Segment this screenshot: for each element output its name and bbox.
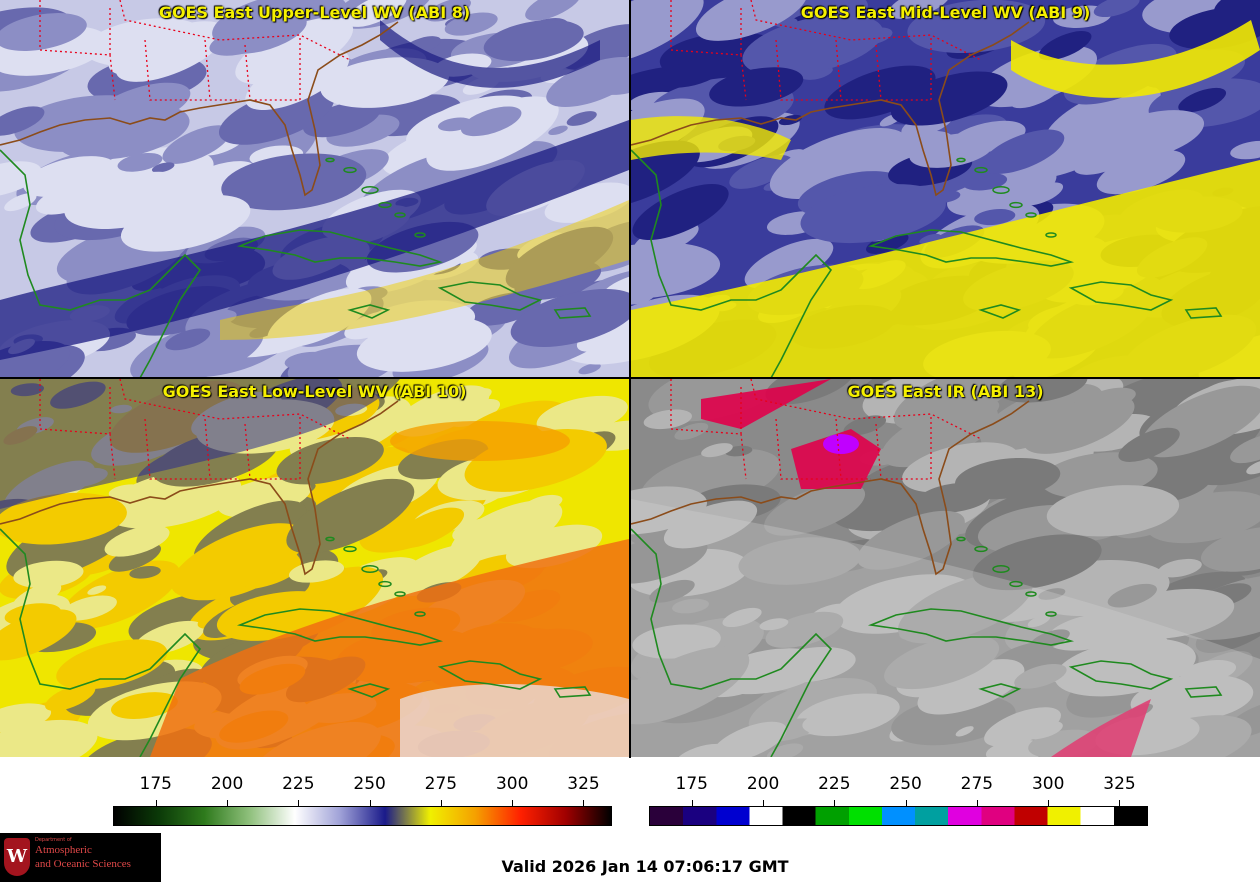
logo-line3: and Oceanic Sciences [35, 858, 131, 870]
panel-divider-vertical [629, 0, 631, 758]
tick-label: 200 [210, 774, 244, 794]
tick-mark [691, 800, 693, 806]
tick-mark [583, 800, 585, 806]
low-level-wv-image [0, 379, 629, 757]
logo-line2: Atmospheric [35, 844, 92, 856]
tick-label: 275 [424, 774, 458, 794]
tick-label: 200 [746, 774, 780, 794]
tick-label: 325 [567, 774, 600, 794]
tick-mark [440, 800, 442, 806]
tick-label: 300 [1031, 774, 1065, 794]
panel-low-level-wv: GOES East Low-Level WV (ABI 10) [0, 379, 629, 757]
mid-level-wv-image [631, 0, 1260, 378]
panel-title: GOES East Upper-Level WV (ABI 8) [158, 3, 471, 22]
logo-line1: Department of [35, 837, 72, 843]
tick-mark [1119, 800, 1121, 806]
upper-level-wv-image [0, 0, 629, 378]
tick-mark [512, 800, 514, 806]
panel-title: GOES East IR (ABI 13) [847, 382, 1044, 401]
tick-label: 250 [889, 774, 922, 794]
tick-label: 275 [960, 774, 994, 794]
panel-title: GOES East Mid-Level WV (ABI 9) [800, 3, 1091, 22]
tick-mark [369, 800, 371, 806]
wv-colorbar-ticks: 175 200 225 250 275 300 325 [113, 774, 612, 806]
panel-ir: GOES East IR (ABI 13) [631, 379, 1260, 757]
tick-mark [227, 800, 229, 806]
ir-image [631, 379, 1260, 757]
tick-label: 225 [818, 774, 851, 794]
tick-label: 175 [139, 774, 172, 794]
tick-mark [1048, 800, 1050, 806]
tick-mark [763, 800, 765, 806]
ir-colorbar-ticks: 175 200 225 250 275 300 325 [649, 774, 1148, 806]
tick-mark [834, 800, 836, 806]
tick-mark [298, 800, 300, 806]
ir-colorbar [649, 806, 1148, 826]
aos-logo: W Department of Atmospheric and Oceanic … [0, 833, 161, 882]
tick-mark [155, 800, 157, 806]
tick-mark [905, 800, 907, 806]
valid-time: Valid 2026 Jan 14 07:06:17 GMT [501, 857, 789, 876]
uw-shield-icon: W [4, 838, 30, 876]
tick-label: 225 [282, 774, 315, 794]
tick-label: 325 [1103, 774, 1136, 794]
panel-upper-level-wv: GOES East Upper-Level WV (ABI 8) [0, 0, 629, 378]
wv-colorbar [113, 806, 612, 826]
panel-divider-horizontal [0, 377, 1260, 379]
panel-title: GOES East Low-Level WV (ABI 10) [162, 382, 467, 401]
panel-mid-level-wv: GOES East Mid-Level WV (ABI 9) [631, 0, 1260, 378]
tick-mark [976, 800, 978, 806]
tick-label: 300 [495, 774, 529, 794]
tick-label: 250 [353, 774, 386, 794]
tick-label: 175 [675, 774, 708, 794]
